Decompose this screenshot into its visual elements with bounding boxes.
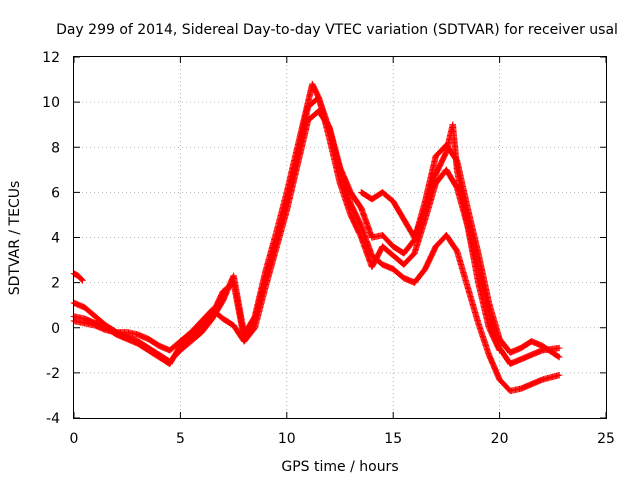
y-tick-label: 2	[51, 276, 60, 292]
y-tick-label: 0	[51, 321, 60, 337]
plot-frame	[73, 56, 607, 419]
y-axis-label: SDTVAR / TECUs	[7, 181, 23, 296]
x-axis-label: GPS time / hours	[281, 459, 398, 475]
y-tick-label: 10	[42, 95, 60, 111]
y-tick-label: 6	[51, 185, 60, 201]
series-4-points	[358, 121, 503, 354]
y-tick-label: 8	[51, 140, 60, 156]
y-tick-labels: -4 -2 0 2 4 6 8 10 12	[42, 50, 60, 427]
y-tick-label: -4	[46, 411, 60, 427]
grid-lines	[74, 57, 606, 418]
x-tick-label: 5	[176, 431, 185, 447]
y-tick-label: 12	[42, 50, 60, 66]
x-tick-label: 15	[384, 431, 402, 447]
y-tick-label: -2	[46, 366, 60, 382]
x-tick-label: 20	[491, 431, 509, 447]
x-tick-label: 10	[278, 431, 296, 447]
chart-title: Day 299 of 2014, Sidereal Day-to-day VTE…	[56, 22, 618, 38]
data-markers	[70, 80, 563, 395]
y-tick-label: 4	[51, 231, 60, 247]
x-tick-label: 25	[597, 431, 615, 447]
series-4-markers	[358, 121, 503, 354]
x-tick-labels: 0 5 10 15 20 25	[70, 431, 615, 447]
x-tick-label: 0	[70, 431, 79, 447]
tick-marks	[73, 56, 607, 419]
